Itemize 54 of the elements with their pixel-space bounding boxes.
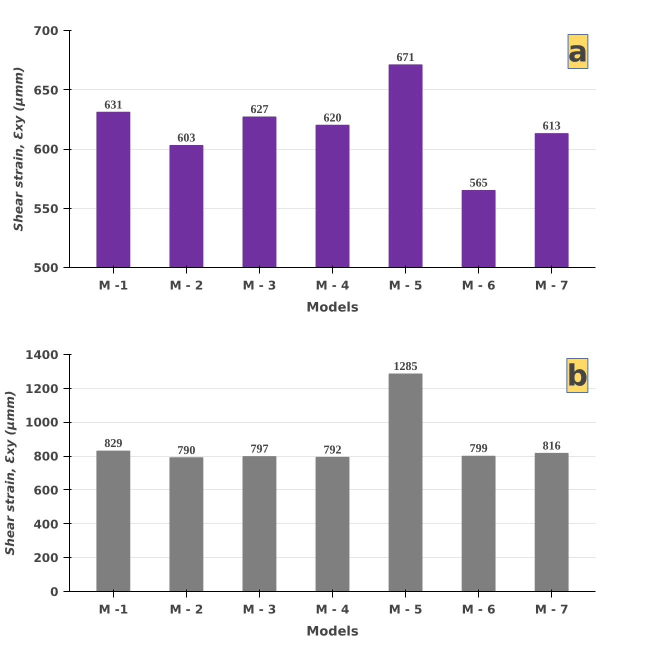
bar [534, 452, 569, 592]
data-label: 1285 [394, 358, 418, 373]
y-tick-label: 1200 [25, 382, 59, 396]
y-tick-label: 0 [50, 585, 59, 599]
x-tick-label: M - 6 [462, 602, 496, 616]
bar [316, 456, 350, 592]
y-tick-label: 400 [33, 517, 59, 532]
data-label: 613 [542, 118, 561, 133]
x-tick-label: M - 2 [170, 278, 204, 292]
bar [96, 450, 130, 592]
data-label: 671 [396, 50, 415, 64]
data-label: 797 [250, 442, 268, 456]
data-label: 631 [104, 97, 122, 112]
data-label: 792 [324, 442, 342, 456]
y-tick-label: 500 [33, 261, 59, 275]
y-tick-label: 600 [33, 483, 59, 498]
y-tick-label: 200 [33, 551, 59, 566]
x-tick-label: M - 5 [388, 278, 422, 292]
x-tick-label: M - 7 [534, 278, 568, 292]
x-tick-label: M -1 [98, 278, 128, 292]
x-tick-label: M -1 [98, 602, 128, 616]
bar [169, 457, 204, 592]
data-label: 603 [177, 130, 196, 144]
y-tick-label: 600 [33, 142, 59, 156]
bar [388, 373, 422, 592]
data-label: 627 [250, 102, 268, 116]
y-tick-label: 650 [33, 83, 59, 98]
y-axis-title: Shear strain, Ɛxy (μmm) [3, 390, 18, 556]
x-tick-label: M - 6 [462, 278, 496, 292]
bar [462, 456, 496, 592]
bar [242, 456, 276, 592]
x-tick-label: M - 2 [170, 602, 204, 616]
data-label: 829 [104, 436, 122, 450]
data-label: 565 [470, 175, 488, 190]
x-tick-label: M - 4 [316, 278, 350, 292]
x-tick-label: M - 3 [242, 278, 276, 292]
data-label: 799 [470, 441, 488, 456]
y-tick-label: 550 [33, 202, 59, 216]
y-tick-label: 800 [33, 450, 59, 464]
x-axis-title: Models [306, 624, 359, 640]
annotation: b [566, 358, 588, 392]
x-tick-label: M - 5 [388, 602, 422, 616]
x-axis-title: Models [306, 300, 359, 316]
x-tick-label: M - 4 [316, 602, 350, 616]
x-tick-label: M - 7 [534, 602, 568, 616]
y-axis-title: Shear strain, Ɛxy (μmm) [11, 66, 26, 232]
data-label: 790 [177, 442, 196, 457]
y-tick-label: 1400 [25, 348, 59, 362]
annotation: a [568, 34, 588, 68]
data-label: 816 [542, 438, 561, 452]
x-tick-label: M - 3 [242, 602, 276, 616]
y-tick-label: 1000 [25, 416, 59, 430]
data-label: 620 [324, 110, 342, 124]
y-tick-label: 700 [33, 24, 59, 38]
